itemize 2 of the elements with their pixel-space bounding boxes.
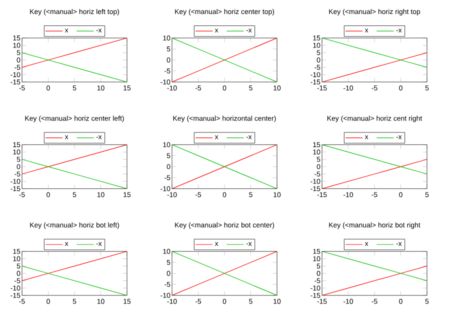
line-series xyxy=(22,52,128,82)
line-series xyxy=(322,52,427,82)
